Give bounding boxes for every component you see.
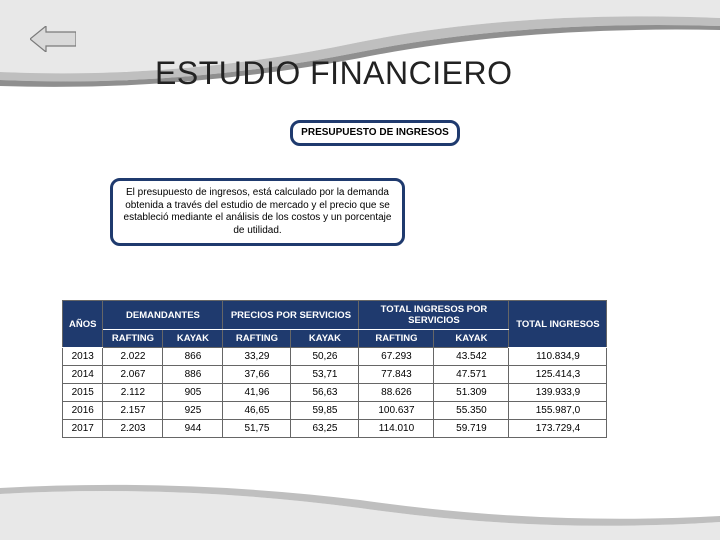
th-p-kay: KAYAK — [291, 330, 359, 348]
table-cell: 51.309 — [434, 384, 509, 402]
table-cell: 110.834,9 — [509, 348, 607, 366]
table-cell: 46,65 — [223, 402, 291, 420]
table-row: 20172.20394451,7563,25114.01059.719173.7… — [63, 420, 607, 438]
th-precios: PRECIOS POR SERVICIOS — [223, 301, 359, 330]
table-cell: 59.719 — [434, 420, 509, 438]
table-cell: 88.626 — [359, 384, 434, 402]
table-cell: 2.112 — [103, 384, 163, 402]
table-cell: 47.571 — [434, 366, 509, 384]
table-cell: 2.067 — [103, 366, 163, 384]
th-total: TOTAL INGRESOS — [509, 301, 607, 348]
table-cell: 925 — [163, 402, 223, 420]
table-cell: 2017 — [63, 420, 103, 438]
table-cell: 173.729,4 — [509, 420, 607, 438]
table-cell: 50,26 — [291, 348, 359, 366]
table-cell: 59,85 — [291, 402, 359, 420]
table-cell: 2013 — [63, 348, 103, 366]
table-cell: 77.843 — [359, 366, 434, 384]
subtitle-box: PRESUPUESTO DE INGRESOS — [290, 120, 460, 146]
income-table: AÑOS DEMANDANTES PRECIOS POR SERVICIOS T… — [62, 300, 607, 438]
table-cell: 114.010 — [359, 420, 434, 438]
table-cell: 100.637 — [359, 402, 434, 420]
swoosh-bottom — [0, 480, 720, 540]
table-cell: 2015 — [63, 384, 103, 402]
table-cell: 125.414,3 — [509, 366, 607, 384]
table-cell: 41,96 — [223, 384, 291, 402]
table-row: 20162.15792546,6559,85100.63755.350155.9… — [63, 402, 607, 420]
table-cell: 2016 — [63, 402, 103, 420]
table-cell: 155.987,0 — [509, 402, 607, 420]
th-i-kay: KAYAK — [434, 330, 509, 348]
table-row: 20152.11290541,9656,6388.62651.309139.93… — [63, 384, 607, 402]
th-d-kay: KAYAK — [163, 330, 223, 348]
table-cell: 37,66 — [223, 366, 291, 384]
th-demandantes: DEMANDANTES — [103, 301, 223, 330]
table-cell: 51,75 — [223, 420, 291, 438]
th-d-raft: RAFTING — [103, 330, 163, 348]
table-cell: 43.542 — [434, 348, 509, 366]
page-title: ESTUDIO FINANCIERO — [155, 55, 512, 92]
table-cell: 2.157 — [103, 402, 163, 420]
th-ingresos-serv: TOTAL INGRESOS POR SERVICIOS — [359, 301, 509, 330]
th-anos: AÑOS — [63, 301, 103, 348]
description-box: El presupuesto de ingresos, está calcula… — [110, 178, 405, 246]
th-i-raft: RAFTING — [359, 330, 434, 348]
table-cell: 33,29 — [223, 348, 291, 366]
table-cell: 944 — [163, 420, 223, 438]
back-arrow-button[interactable] — [30, 26, 76, 52]
table-cell: 886 — [163, 366, 223, 384]
table-cell: 63,25 — [291, 420, 359, 438]
table-cell: 2.022 — [103, 348, 163, 366]
table-row: 20142.06788637,6653,7177.84347.571125.41… — [63, 366, 607, 384]
table-cell: 2.203 — [103, 420, 163, 438]
th-p-raft: RAFTING — [223, 330, 291, 348]
table-cell: 866 — [163, 348, 223, 366]
table-cell: 53,71 — [291, 366, 359, 384]
table-cell: 139.933,9 — [509, 384, 607, 402]
table-cell: 67.293 — [359, 348, 434, 366]
table-cell: 905 — [163, 384, 223, 402]
table-cell: 2014 — [63, 366, 103, 384]
table-row: 20132.02286633,2950,2667.29343.542110.83… — [63, 348, 607, 366]
table-cell: 55.350 — [434, 402, 509, 420]
table-cell: 56,63 — [291, 384, 359, 402]
